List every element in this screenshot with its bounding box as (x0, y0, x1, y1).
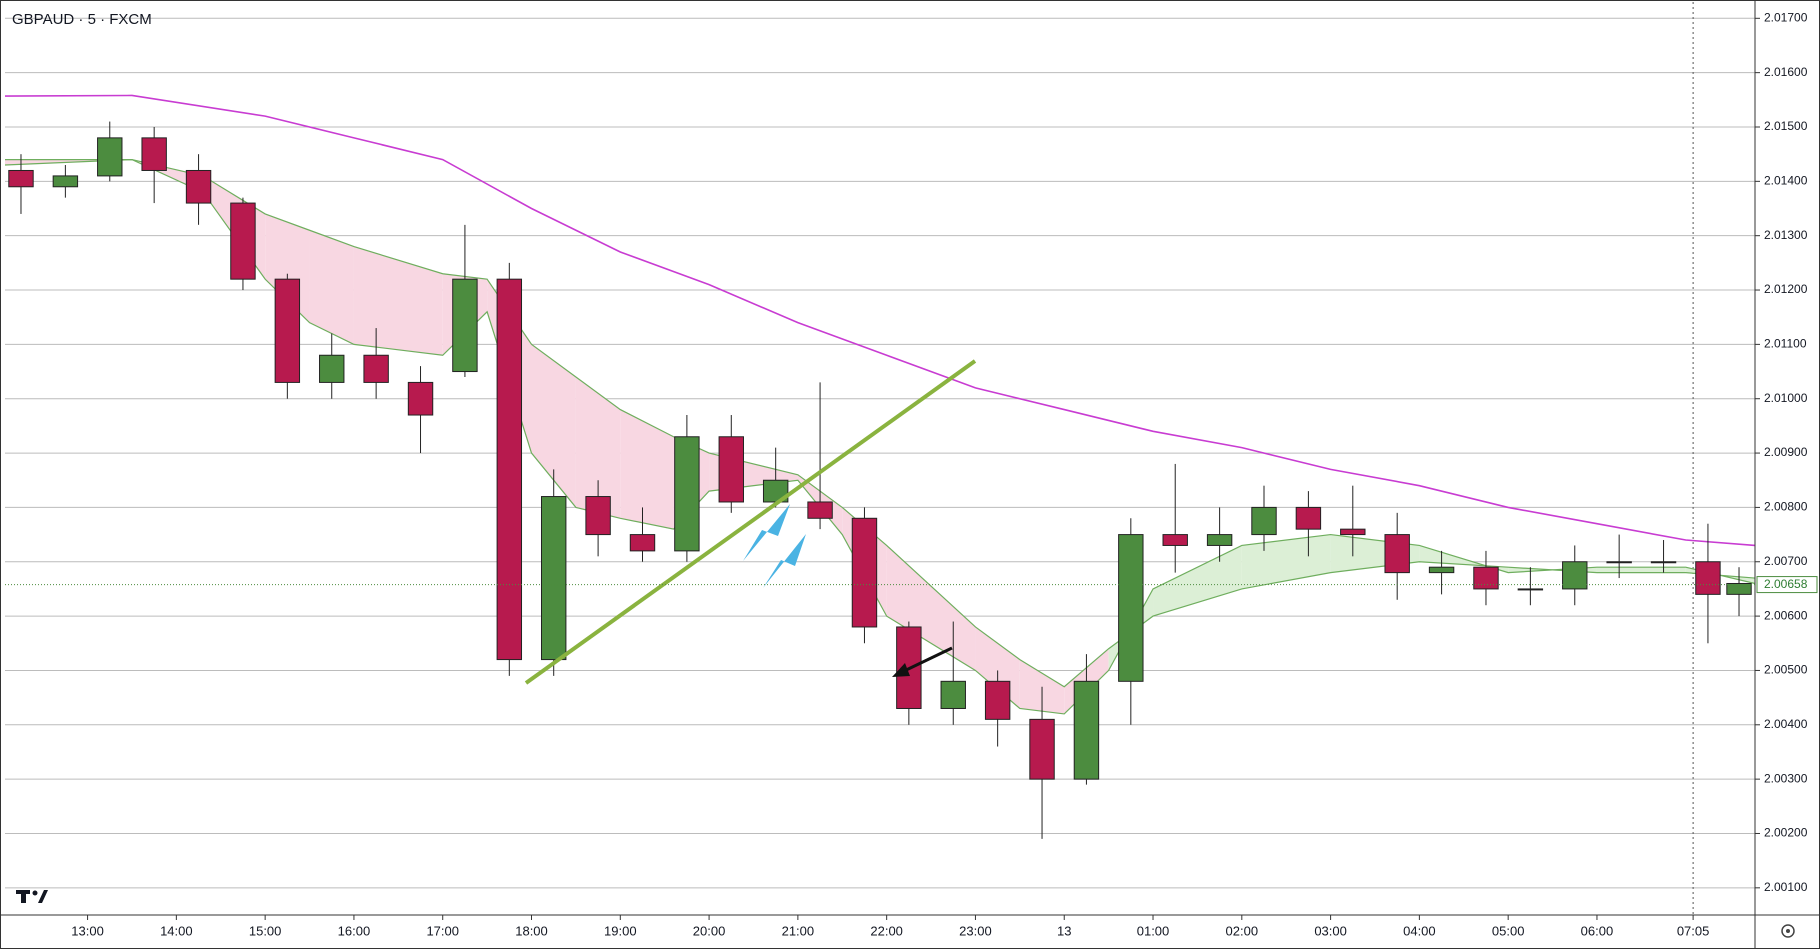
band-fill (531, 344, 576, 508)
band-fill (575, 376, 621, 519)
y-tick-label: 2.01000 (1764, 391, 1808, 405)
candle-body (496, 278, 523, 661)
candle-body (1428, 566, 1455, 574)
x-tick-label: 06:00 (1581, 923, 1614, 938)
x-tick-label: 01:00 (1137, 923, 1170, 938)
x-tick-label: 17:00 (426, 923, 459, 938)
ma-line (4, 94, 1756, 547)
x-tick-label: 07:05 (1677, 923, 1710, 938)
candle-body (1073, 680, 1100, 780)
y-tick-label: 2.00300 (1764, 771, 1808, 785)
y-tick-label: 2.00100 (1764, 880, 1808, 894)
candle-body (1517, 588, 1544, 591)
band-fill (309, 230, 354, 345)
x-tick-label: 03:00 (1314, 923, 1347, 938)
blue-arrow (763, 534, 806, 588)
x-tick-label: 13:00 (71, 923, 104, 938)
y-tick-label: 2.00600 (1764, 608, 1808, 622)
x-tick-label: 13 (1057, 923, 1071, 938)
y-tick-label: 2.00700 (1764, 554, 1808, 568)
candle-body (1384, 534, 1410, 574)
band-fill (620, 409, 674, 530)
x-tick-label: 02:00 (1226, 923, 1259, 938)
candle-body (8, 169, 34, 188)
y-tick-label: 2.00400 (1764, 717, 1808, 731)
y-tick-label: 2.01400 (1764, 174, 1808, 188)
x-tick-label: 16:00 (338, 923, 371, 938)
candle-body (1251, 506, 1277, 536)
candle-body (1726, 582, 1752, 595)
candle-body (141, 137, 167, 171)
candle-body (452, 278, 478, 373)
y-tick-label: 2.00200 (1764, 826, 1808, 840)
y-tick-label: 2.01500 (1764, 119, 1808, 133)
x-tick-label: 05:00 (1492, 923, 1525, 938)
candle-body (1606, 561, 1632, 564)
candle-body (1473, 566, 1499, 590)
candle-body (97, 137, 123, 177)
settings-icon[interactable] (1781, 924, 1795, 938)
candle-body (940, 680, 966, 709)
candle-body (363, 354, 389, 383)
y-tick-label: 2.01100 (1764, 337, 1807, 351)
last-price-tag (1756, 576, 1818, 594)
y-tick-label: 2.01300 (1764, 228, 1808, 242)
y-tick-label: 2.00800 (1764, 500, 1808, 514)
logo (16, 890, 48, 903)
x-tick-label: 19:00 (604, 923, 637, 938)
y-tick-label: 2.01200 (1764, 282, 1808, 296)
y-tick-label: 2.00500 (1764, 663, 1808, 677)
x-tick-label: 23:00 (959, 923, 992, 938)
band-fill (1596, 567, 1686, 573)
y-tick-label: 2.01600 (1764, 65, 1808, 79)
candle-body (1162, 534, 1188, 546)
y-tick-label: 2.00900 (1764, 445, 1808, 459)
candle-body (629, 534, 656, 552)
candle-body (1118, 534, 1144, 682)
x-tick-label: 15:00 (249, 923, 282, 938)
candle-body (185, 169, 212, 204)
candle-body (1206, 534, 1233, 546)
x-tick-label: 04:00 (1403, 923, 1436, 938)
chart-title: GBPAUD · 5 · FXCM (12, 11, 152, 28)
candle-body (319, 354, 345, 383)
candle-body (540, 496, 567, 661)
black-arrow-head (892, 663, 910, 677)
candle-body (52, 175, 79, 188)
blue-arrow (743, 504, 790, 561)
candle-body (1340, 528, 1366, 536)
candle-body (230, 202, 256, 280)
candle-body (274, 278, 301, 383)
candles-layer (8, 121, 1752, 839)
x-tick-label: 14:00 (160, 923, 193, 938)
trend-line (524, 359, 977, 685)
black-arrow (901, 646, 953, 674)
candle-body (674, 436, 700, 552)
x-tick-label: 22:00 (870, 923, 903, 938)
candle-body (1650, 561, 1677, 564)
candle-body (984, 680, 1011, 720)
x-tick-label: 18:00 (515, 923, 548, 938)
x-tick-label: 21:00 (782, 923, 815, 938)
candle-body (1029, 718, 1055, 780)
candle-body (407, 381, 434, 416)
candle-body (807, 501, 833, 519)
candle-body (1695, 561, 1721, 595)
y-tick-label: 2.01700 (1764, 10, 1808, 24)
candle-body (718, 436, 744, 503)
x-tick-label: 20:00 (693, 923, 726, 938)
candle-body (1295, 506, 1322, 530)
candle-body (585, 496, 611, 536)
band-fill (1153, 545, 1242, 617)
last-price-label: 2.00658 (1764, 577, 1808, 591)
candle-body (851, 517, 878, 628)
